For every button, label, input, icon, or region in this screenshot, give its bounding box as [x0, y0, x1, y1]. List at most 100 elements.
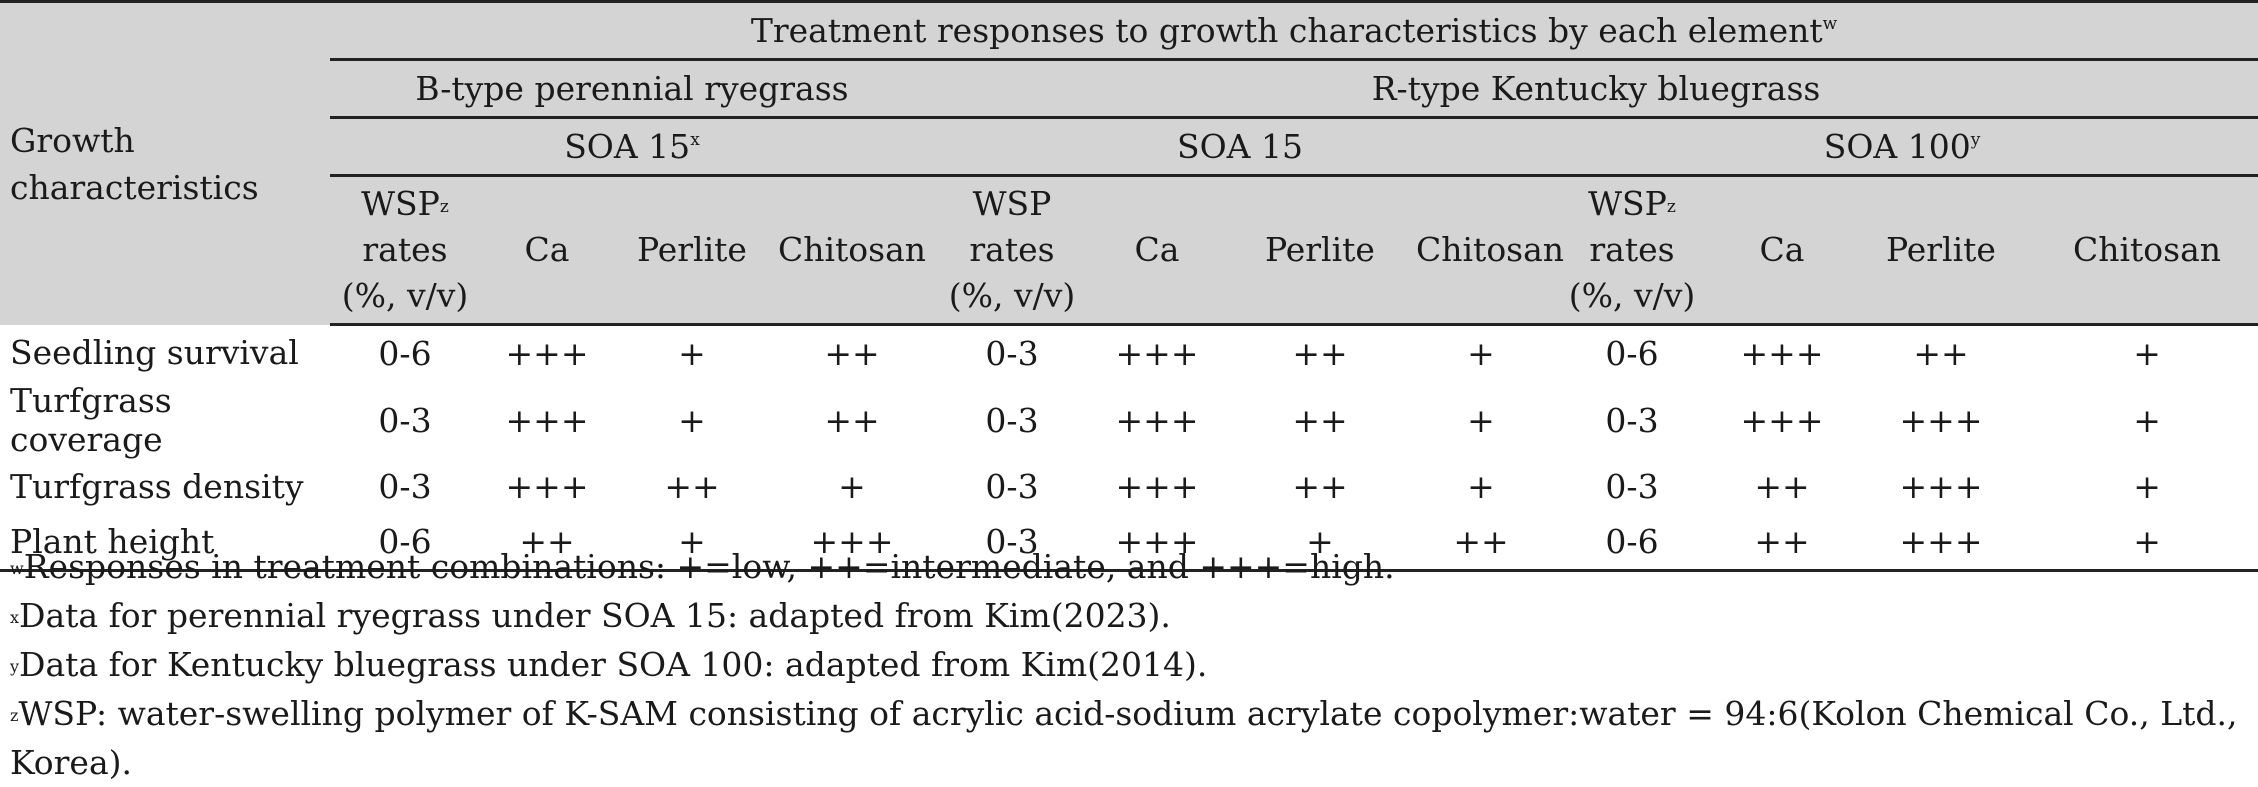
table-cell: 0-6 — [378, 334, 432, 373]
table-cell: +++ — [1115, 334, 1199, 373]
column-header-label: WSP — [361, 184, 440, 223]
column-header-label: WSP — [972, 184, 1052, 223]
table-cell: ++ — [1292, 334, 1348, 373]
span-header-text: Treatment responses to growth characteri… — [750, 11, 1823, 50]
column-header-perlite: Perlite — [614, 175, 770, 326]
footnote-mark: x — [10, 608, 20, 627]
column-header-label: rates — [362, 230, 448, 269]
table-cell: + — [1467, 334, 1495, 373]
data-table: Growth characteristics Treatment respons… — [0, 0, 2258, 572]
table-cell: ++ — [824, 400, 880, 440]
column-header-label: (%, v/v) — [341, 276, 469, 315]
footnote-mark: w — [10, 559, 24, 578]
column-header-label: Perlite — [637, 230, 747, 269]
footnote: wResponses in treatment combinations: +=… — [10, 542, 2258, 591]
table-row: Turfgrass density 0-3 +++ ++ + 0-3 +++ +… — [0, 459, 2258, 514]
footnote-mark: z — [1666, 197, 1676, 217]
footnote-mark: x — [690, 130, 700, 150]
table-cell: ++ — [1416, 514, 1546, 572]
table-cell: ++ — [1718, 514, 1846, 572]
footnote-mark: z — [10, 706, 19, 725]
table-cell: + — [1467, 467, 1495, 506]
table-cell: ++ — [824, 334, 880, 373]
table-cell: +++ — [1115, 467, 1199, 506]
column-header-label: WSP — [1588, 184, 1667, 223]
column-header-perlite: Perlite — [1846, 175, 2036, 326]
column-header-ca: Ca — [1090, 175, 1224, 326]
column-header-perlite: Perlite — [1224, 175, 1416, 326]
footnote-text: WSP: water-swelling polymer of K-SAM con… — [10, 694, 2238, 782]
table-cell: +++ — [1846, 514, 2036, 572]
footnote-mark: z — [439, 197, 449, 217]
column-header-label: rates — [1589, 230, 1675, 269]
soa-header: SOA 15 — [934, 117, 1546, 177]
soa-label: SOA 15 — [564, 127, 691, 166]
table-cell: + — [1224, 514, 1416, 572]
column-header-label: (%, v/v) — [948, 276, 1076, 315]
table-cell: +++ — [1740, 334, 1824, 373]
table-cell: +++ — [1090, 514, 1224, 572]
column-header-label: Ca — [1759, 230, 1805, 269]
table-cell: +++ — [1115, 400, 1199, 440]
table-row: Plant height 0-6 ++ + +++ 0-3 +++ + ++ 0… — [0, 514, 2258, 572]
table-cell: ++ — [1913, 334, 1969, 373]
span-header: Treatment responses to growth characteri… — [330, 0, 2258, 61]
table-cell: 0-6 — [1605, 334, 1659, 373]
table-row: Seedling survival 0-6 +++ + ++ 0-3 +++ +… — [0, 325, 2258, 382]
row-header-label: Growth characteristics — [10, 120, 259, 207]
table-cell: ++ — [1292, 400, 1348, 440]
column-header-label: Perlite — [1265, 230, 1375, 269]
table-cell: 0-3 — [985, 467, 1039, 506]
table-cell: 0-6 — [1546, 514, 1718, 572]
column-header-label: Chitosan — [777, 230, 927, 269]
soa-label: SOA 100 — [1823, 127, 1971, 166]
footnote-text: Data for perennial ryegrass under SOA 15… — [19, 596, 1171, 635]
table-cell: ++ — [1292, 467, 1348, 506]
table-cell: 0-3 — [985, 334, 1039, 373]
column-header-label: Perlite — [1886, 230, 1996, 269]
table-cell: + — [614, 514, 770, 572]
soa-header: SOA 100y — [1546, 117, 2258, 177]
row-label: Plant height — [0, 514, 330, 572]
footnote: yData for Kentucky bluegrass under SOA 1… — [10, 640, 2258, 689]
table-cell: 0-3 — [985, 400, 1039, 440]
table-cell: 0-3 — [378, 400, 432, 440]
table-cell: ++ — [480, 514, 614, 572]
footnote-text: Data for Kentucky bluegrass under SOA 10… — [19, 645, 1208, 684]
table-cell: + — [838, 467, 866, 506]
species-header: R-type Kentucky bluegrass — [934, 59, 2258, 119]
table-cell: +++ — [770, 514, 934, 572]
footnotes: wResponses in treatment combinations: +=… — [10, 542, 2258, 787]
table-cell: +++ — [1740, 400, 1824, 440]
column-header-label: rates — [969, 230, 1055, 269]
table-row: Turfgrass coverage 0-3 +++ + ++ 0-3 +++ … — [0, 381, 2258, 459]
table-cell: ++ — [664, 467, 720, 506]
table-cell: 0-3 — [1605, 467, 1659, 506]
row-label: Seedling survival — [10, 333, 299, 373]
table-cell: + — [2133, 400, 2161, 440]
species-header: B-type perennial ryegrass — [330, 59, 934, 119]
table-cell: +++ — [505, 467, 589, 506]
footnote: zWSP: water-swelling polymer of K-SAM co… — [10, 689, 2258, 787]
table-cell: +++ — [1899, 400, 1983, 440]
column-header-label: Chitosan — [1416, 230, 1565, 269]
column-header-label: (%, v/v) — [1568, 276, 1696, 315]
table-cell: + — [2133, 334, 2161, 373]
column-header-wsp: WSPz rates (%, v/v) — [330, 175, 480, 326]
footnote-mark: y — [10, 657, 20, 676]
column-header-wsp: WSPz rates (%, v/v) — [1546, 175, 1718, 326]
column-header-ca: Ca — [480, 175, 614, 326]
column-header-wsp: WSP rates (%, v/v) — [934, 175, 1090, 326]
column-header-chitosan: Chitosan — [1416, 175, 1564, 326]
table-cell: + — [678, 400, 706, 440]
footnote-mark: y — [1970, 130, 1981, 150]
row-label: Turfgrass coverage — [10, 381, 172, 459]
species-label: R-type Kentucky bluegrass — [1371, 69, 1821, 108]
soa-label: SOA 15 — [1177, 127, 1303, 166]
footnote: xData for perennial ryegrass under SOA 1… — [10, 591, 2258, 640]
footnote-mark: w — [1822, 14, 1838, 34]
column-header-chitosan: Chitosan — [770, 175, 934, 326]
table-cell: 0-3 — [1605, 400, 1659, 440]
table-cell: 0-3 — [378, 467, 432, 506]
